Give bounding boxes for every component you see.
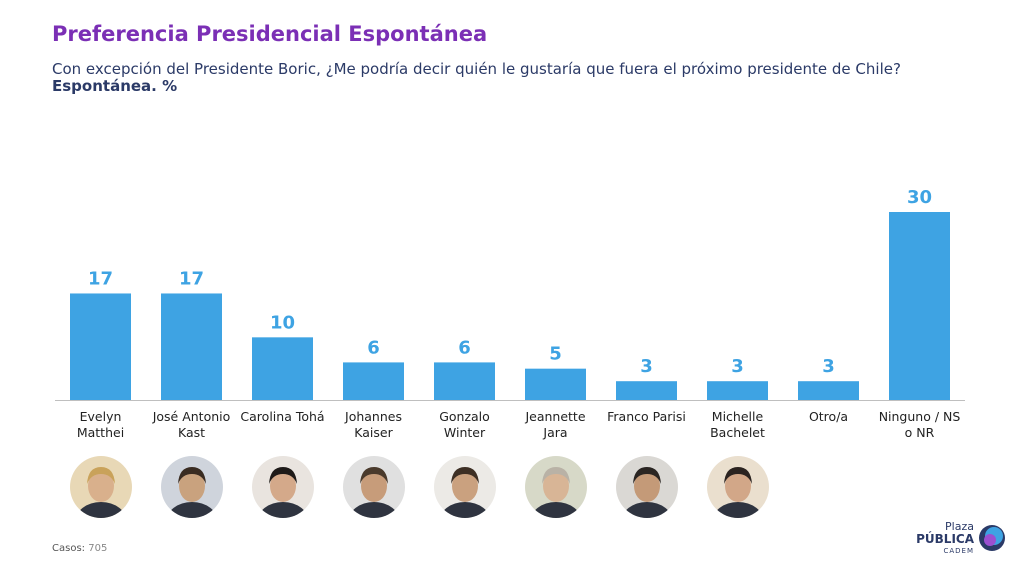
logo-line-1: Plaza: [945, 520, 974, 533]
bar-value-label: 10: [270, 312, 295, 333]
candidate-photo: [524, 456, 587, 522]
candidate-photo: [615, 456, 678, 522]
x-tick-label: Franco Parisi: [607, 409, 686, 424]
bar-value-label: 3: [640, 356, 653, 377]
logo-line-3: CADEM: [943, 547, 974, 555]
x-tick-label: Carolina Tohá: [240, 409, 324, 424]
x-tick-label: Jeannette Jara: [524, 409, 585, 440]
plaza-publica-logo: Plaza PÚBLICA CADEM: [912, 520, 1012, 558]
x-tick-label: Johannes Kaiser: [344, 409, 402, 440]
sample-size-label: Casos:: [52, 543, 86, 554]
candidate-photo: [251, 456, 314, 522]
logo-line-2: PÚBLICA: [916, 532, 974, 546]
bar: [70, 293, 131, 400]
bar-value-label: 30: [907, 187, 932, 208]
x-tick-label: Michelle Bachelet: [710, 409, 765, 440]
x-tick-label: Otro/a: [809, 409, 848, 424]
candidate-photo: [706, 456, 769, 522]
bar: [707, 381, 768, 400]
bar-value-label: 3: [822, 356, 835, 377]
sample-size-value: 705: [88, 543, 108, 554]
bar-value-label: 5: [549, 344, 562, 365]
logo-speech-bubble-icon: [979, 525, 1005, 551]
bar-value-label: 6: [458, 337, 471, 358]
bar: [161, 293, 222, 400]
x-tick-label: Ninguno / NS o NR: [879, 409, 961, 440]
chart-title: Preferencia Presidencial Espontánea: [52, 22, 488, 46]
bar-value-label: 6: [367, 337, 380, 358]
x-tick-label: Gonzalo Winter: [439, 409, 490, 440]
bar: [252, 337, 313, 400]
bar-chart: 17 Evelyn Matthei 17 José Antonio Kast 10 Carol…: [55, 187, 965, 440]
bar: [434, 362, 495, 400]
sample-size: Casos: 705: [52, 543, 107, 554]
bar: [616, 381, 677, 400]
bar: [525, 368, 586, 400]
bar: [798, 381, 859, 400]
candidate-photo: [160, 456, 223, 522]
chart-unit-label: Espontánea. %: [52, 77, 178, 95]
bar: [343, 362, 404, 400]
bar: [889, 212, 950, 400]
candidate-photo: [433, 456, 496, 522]
bar-value-label: 17: [179, 268, 204, 289]
bar-value-label: 17: [88, 268, 113, 289]
chart-subtitle: Con excepción del Presidente Boric, ¿Me …: [52, 60, 901, 78]
x-tick-label: José Antonio Kast: [152, 409, 231, 440]
x-tick-label: Evelyn Matthei: [77, 409, 124, 440]
bar-value-label: 3: [731, 356, 744, 377]
candidate-photo: [69, 456, 132, 522]
candidate-photo: [342, 456, 405, 522]
